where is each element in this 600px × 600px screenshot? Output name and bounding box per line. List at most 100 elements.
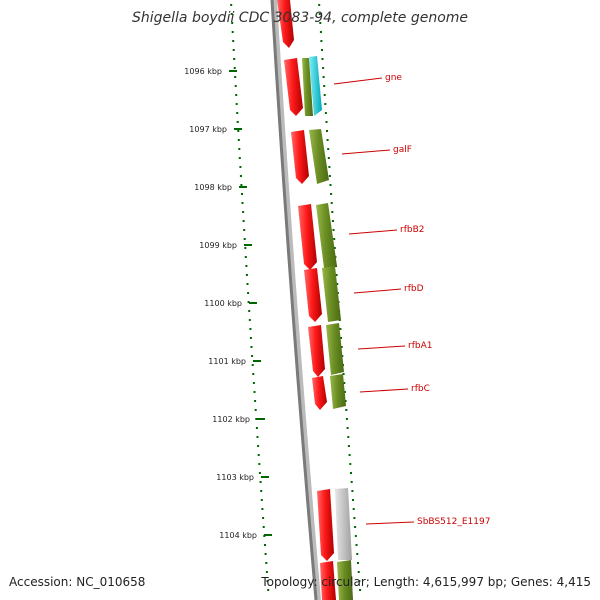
track-dot <box>234 76 237 78</box>
track-dot <box>345 409 348 411</box>
feature-arrow[interactable] <box>284 58 303 116</box>
track-dot <box>238 148 241 150</box>
svg-text:rfbA1: rfbA1 <box>408 341 432 351</box>
cds-arrow[interactable] <box>322 266 341 322</box>
track-dot <box>339 328 342 330</box>
track-dot <box>246 283 249 285</box>
cds-segment[interactable] <box>337 560 353 600</box>
track-dot <box>255 418 258 420</box>
track-dot <box>241 202 244 204</box>
tick-1101: 1101 kbp <box>208 357 261 366</box>
track-dot <box>359 589 362 591</box>
backbone-shadow <box>271 0 321 600</box>
tick-1103: 1103 kbp <box>216 473 269 482</box>
track-dot <box>350 472 352 474</box>
track-dot <box>251 364 254 366</box>
track-dot <box>357 562 359 564</box>
track-dot <box>250 346 253 348</box>
svg-text:galF: galF <box>393 145 412 155</box>
gray-feature-arrow[interactable] <box>335 488 352 560</box>
svg-text:gne: gne <box>385 73 402 83</box>
cds-arrow[interactable] <box>302 58 313 116</box>
track-dot <box>254 409 257 411</box>
track-dot <box>239 166 242 168</box>
svg-text:SbBS512_E1197: SbBS512_E1197 <box>417 517 490 527</box>
track-dot <box>243 238 246 240</box>
track-dot <box>255 427 258 429</box>
track-dot <box>230 4 233 6</box>
track-dot <box>232 49 235 51</box>
track-dot <box>330 202 333 204</box>
track-dot <box>267 589 270 591</box>
gene-label-SbBS512_E1197[interactable]: SbBS512_E1197 <box>365 517 490 527</box>
track-dot <box>324 112 327 114</box>
track-dot <box>324 103 327 105</box>
feature-arrow[interactable] <box>308 325 325 377</box>
feature-arrow[interactable] <box>291 130 309 184</box>
track-dot <box>233 67 236 69</box>
track-dot <box>231 22 234 24</box>
feature-arrow[interactable] <box>312 376 327 410</box>
track-dot <box>332 229 335 231</box>
track-dot <box>257 454 260 456</box>
track-dot <box>249 328 252 330</box>
track-dot <box>327 157 330 159</box>
tick-label: 1097 kbp <box>189 125 227 134</box>
tick-label: 1103 kbp <box>216 473 254 482</box>
track-dot <box>242 220 245 222</box>
track-dot <box>247 301 250 303</box>
track-dot <box>236 121 239 123</box>
gene-labels: gne galF rfbB2 rfbD rfbA1 rfbC SbBS512_E… <box>333 73 490 527</box>
track-dot <box>243 229 246 231</box>
track-dot <box>336 283 339 285</box>
track-dot <box>322 67 325 69</box>
track-dot <box>259 481 262 483</box>
track-dot <box>242 211 245 213</box>
cds-arrow[interactable] <box>330 374 346 409</box>
feature-arrow[interactable] <box>317 489 334 561</box>
track-dot <box>355 544 358 546</box>
track-dot <box>325 121 328 123</box>
feature-arrow[interactable] <box>304 268 322 322</box>
track-dot <box>356 553 359 555</box>
gene-label-rfbB2[interactable]: rfbB2 <box>348 225 424 235</box>
tick-1102: 1102 kbp <box>212 415 265 424</box>
svg-text:rfbD: rfbD <box>404 284 424 294</box>
track-dot <box>319 31 322 33</box>
track-dot <box>323 85 326 87</box>
svg-text:rfbB2: rfbB2 <box>400 225 424 235</box>
gene-label-galF[interactable]: galF <box>341 145 412 155</box>
gene-label-rfbD[interactable]: rfbD <box>353 284 424 294</box>
track-dot <box>347 436 350 438</box>
gene-label-rfbA1[interactable]: rfbA1 <box>357 341 432 351</box>
track-dot <box>340 346 343 348</box>
topology-text: Topology: circular; Length: 4,615,997 bp… <box>261 575 591 589</box>
track-dot <box>321 49 323 51</box>
cyan-feature-arrow[interactable] <box>309 56 322 116</box>
gene-label-rfbC[interactable]: rfbC <box>359 384 430 394</box>
track-dot <box>235 103 238 105</box>
track-dot <box>252 382 255 384</box>
track-dot <box>252 373 255 375</box>
track-dot <box>266 580 269 582</box>
feature-arrow[interactable] <box>298 204 317 270</box>
track-dot <box>247 292 250 294</box>
track-dot <box>245 265 248 267</box>
cds-arrow[interactable] <box>316 203 337 268</box>
track-dot <box>240 184 243 186</box>
gene-label-gne[interactable]: gne <box>333 73 402 85</box>
cds-arrow[interactable] <box>309 129 329 184</box>
cds-arrow[interactable] <box>326 323 344 375</box>
track-dot <box>233 58 236 60</box>
track-dot <box>352 508 355 510</box>
track-dot <box>344 400 347 402</box>
tick-label: 1104 kbp <box>219 531 257 540</box>
tick-1104: 1104 kbp <box>219 531 272 540</box>
track-dot <box>264 544 266 546</box>
track-dot <box>345 418 348 420</box>
feature-arrow[interactable] <box>277 0 294 48</box>
accession-text: Accession: NC_010658 <box>9 575 146 589</box>
feature-segment[interactable] <box>320 561 336 600</box>
track-dot <box>354 526 357 528</box>
track-dot <box>328 175 331 177</box>
